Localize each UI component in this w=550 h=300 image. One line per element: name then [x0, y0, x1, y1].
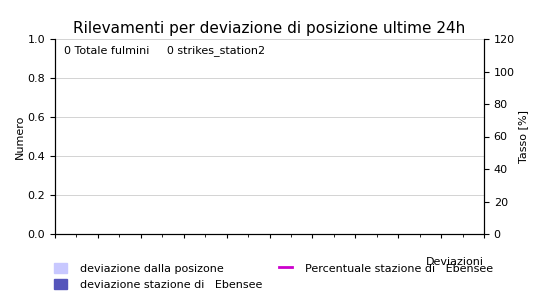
Legend:   deviazione dalla posizone,   deviazione stazione di   Ebensee,   Percentuale s: deviazione dalla posizone, deviazione st…: [50, 258, 497, 294]
Text: 0 Totale fulmini     0 strikes_station2: 0 Totale fulmini 0 strikes_station2: [64, 45, 265, 56]
Title: Rilevamenti per deviazione di posizione ultime 24h: Rilevamenti per deviazione di posizione …: [73, 21, 466, 36]
Y-axis label: Numero: Numero: [15, 114, 25, 159]
Text: Deviazioni: Deviazioni: [426, 257, 484, 267]
Y-axis label: Tasso [%]: Tasso [%]: [518, 110, 527, 163]
